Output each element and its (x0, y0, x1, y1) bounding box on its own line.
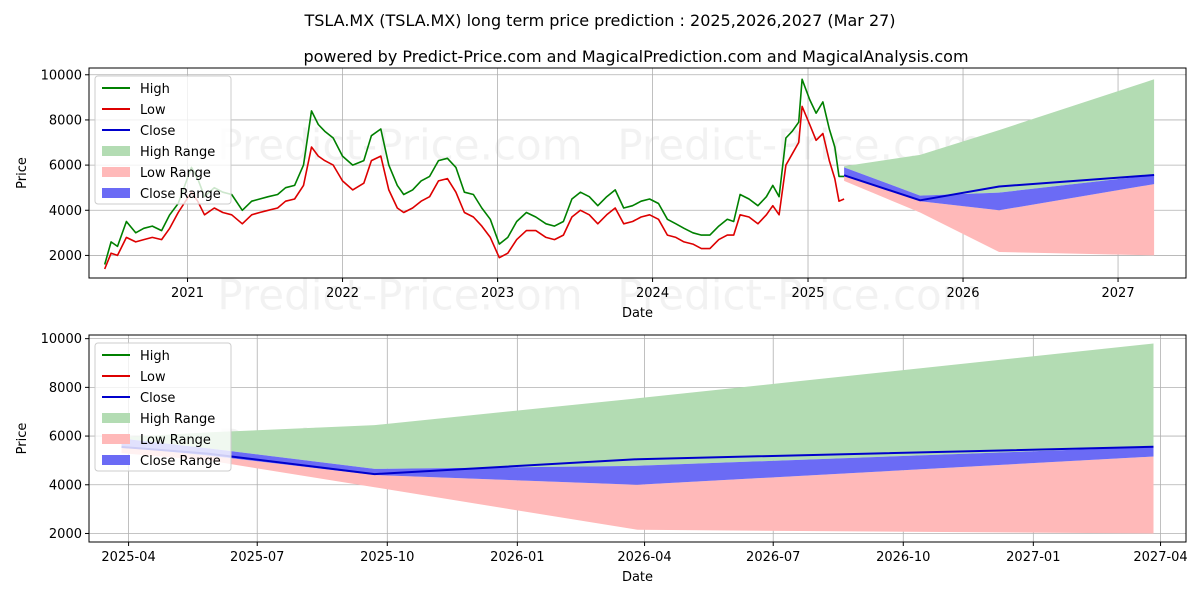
x-tick-label: 2023 (481, 286, 514, 301)
legend-label-low-range: Low Range (140, 166, 211, 181)
legend-label-close-range: Close Range (140, 454, 221, 469)
y-tick-label: 4000 (49, 478, 82, 493)
x-tick-label: 2026 (946, 286, 979, 301)
x-tick-label: 2025 (791, 286, 824, 301)
legend-swatch-high-range (102, 146, 130, 156)
plot-frame (88, 67, 1187, 279)
legend-label-close-range: Close Range (140, 187, 221, 202)
legend: High Low Close High Range Low Range Close Ran… (94, 342, 232, 472)
legend-label-high: High (140, 82, 170, 97)
x-tick-label: 2024 (636, 286, 669, 301)
long-term-price-panel: Predict-Price.com Predict-Price.com Predic… (15, 67, 1187, 321)
high-series-line (103, 78, 845, 265)
legend-swatch-low-range (102, 167, 130, 177)
legend-swatch-close-range (102, 188, 130, 198)
y-tick-label: 6000 (49, 159, 82, 174)
x-tick-label: 2026-07 (746, 550, 800, 565)
legend-label-close: Close (140, 124, 175, 139)
legend-swatch-close-range (102, 455, 130, 465)
legend-swatch-low-range (102, 434, 130, 444)
chart-title: TSLA.MX (TSLA.MX) long term price predic… (303, 11, 895, 30)
legend-swatch-high-range (102, 413, 130, 423)
x-axis-label: Date (622, 570, 653, 585)
x-tick-label: 2026-01 (490, 550, 544, 565)
x-tick-label: 2027-01 (1006, 550, 1060, 565)
close-series-line (843, 174, 1155, 202)
x-tick-label: 2025-04 (101, 550, 155, 565)
y-tick-label: 2000 (49, 527, 82, 542)
y-tick-label: 8000 (49, 381, 82, 396)
y-tick-label: 2000 (49, 249, 82, 264)
x-tick-label: 2021 (171, 286, 204, 301)
forecast-detail-panel: Predict-Price.comPredict-Price.com2025-0… (15, 332, 1188, 585)
watermark-text: Predict-Price.com (617, 271, 982, 320)
legend: High Low Close High Range Low Range Close Ran… (94, 75, 232, 205)
legend-label-high: High (140, 349, 170, 364)
chart-subtitle: powered by Predict-Price.com and Magical… (303, 47, 968, 66)
plot-frame (88, 334, 1187, 543)
y-tick-label: 10000 (41, 68, 82, 83)
watermark-text: Predict-Price.com (217, 271, 582, 320)
legend-label-low: Low (140, 103, 166, 118)
legend-label-low-range: Low Range (140, 433, 211, 448)
y-tick-label: 6000 (49, 430, 82, 445)
y-axis-label: Price (15, 423, 30, 455)
legend-label-high-range: High Range (140, 412, 215, 427)
y-tick-label: 8000 (49, 113, 82, 128)
y-axis-label: Price (15, 157, 30, 189)
legend-label-low: Low (140, 370, 166, 385)
x-tick-label: 2027 (1102, 286, 1135, 301)
x-tick-label: 2022 (326, 286, 359, 301)
x-tick-label: 2027-04 (1133, 550, 1187, 565)
y-tick-label: 10000 (41, 332, 82, 347)
x-tick-label: 2026-04 (617, 550, 671, 565)
y-tick-label: 4000 (49, 204, 82, 219)
x-tick-label: 2026-10 (876, 550, 930, 565)
x-axis-label: Date (622, 306, 653, 321)
low-range-band (844, 175, 1155, 256)
low-series-line (103, 105, 845, 270)
high-range-band (844, 79, 1155, 196)
low-range-band (121, 447, 1154, 534)
x-tick-label: 2025-10 (360, 550, 414, 565)
legend-label-close: Close (140, 391, 175, 406)
watermark-text: Predict-Price.com (217, 121, 582, 170)
high-range-band (121, 343, 1154, 469)
legend-label-high-range: High Range (140, 145, 215, 160)
x-tick-label: 2025-07 (230, 550, 284, 565)
